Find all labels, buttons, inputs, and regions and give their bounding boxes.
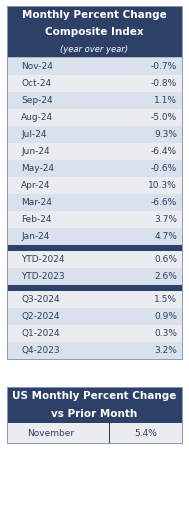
Text: Q2-2024: Q2-2024 (21, 312, 60, 321)
Bar (7, 245, 182, 251)
Text: Q1-2024: Q1-2024 (21, 329, 60, 338)
Text: Q4-2023: Q4-2023 (21, 346, 60, 355)
Bar (7, 285, 182, 291)
Text: Monthly Percent Change: Monthly Percent Change (22, 10, 167, 20)
Text: US Monthly Percent Change: US Monthly Percent Change (12, 391, 177, 401)
Bar (7, 291, 182, 308)
Text: Jan-24: Jan-24 (21, 232, 49, 241)
Text: Composite Index: Composite Index (45, 27, 144, 37)
Text: 3.7%: 3.7% (154, 215, 177, 224)
Text: -0.7%: -0.7% (151, 62, 177, 71)
Bar (7, 268, 182, 285)
Text: Nov-24: Nov-24 (21, 62, 53, 71)
Bar (7, 308, 182, 325)
Text: 3.2%: 3.2% (154, 346, 177, 355)
Text: 9.3%: 9.3% (154, 130, 177, 139)
Text: 0.3%: 0.3% (154, 329, 177, 338)
Bar (7, 342, 182, 359)
Bar (7, 126, 182, 143)
Text: 4.7%: 4.7% (154, 232, 177, 241)
Bar (7, 423, 182, 443)
Text: (year over year): (year over year) (60, 45, 129, 54)
Text: Aug-24: Aug-24 (21, 113, 53, 122)
Bar (7, 57, 182, 58)
Bar (7, 387, 182, 443)
Text: -0.8%: -0.8% (151, 79, 177, 88)
Text: May-24: May-24 (21, 164, 54, 173)
Text: YTD-2023: YTD-2023 (21, 272, 65, 281)
Bar (7, 6, 182, 58)
Bar (7, 387, 182, 423)
Bar (7, 75, 182, 92)
Text: vs Prior Month: vs Prior Month (51, 409, 138, 419)
Text: -6.6%: -6.6% (151, 198, 177, 207)
Text: Feb-24: Feb-24 (21, 215, 51, 224)
Text: 1.1%: 1.1% (154, 96, 177, 105)
Bar (7, 92, 182, 109)
Text: Apr-24: Apr-24 (21, 181, 50, 190)
Text: 0.9%: 0.9% (154, 312, 177, 321)
Bar (7, 143, 182, 160)
Text: Jun-24: Jun-24 (21, 147, 50, 156)
Text: Sep-24: Sep-24 (21, 96, 53, 105)
Text: Jul-24: Jul-24 (21, 130, 46, 139)
Text: November: November (27, 429, 74, 437)
Bar (7, 109, 182, 126)
Text: -6.4%: -6.4% (151, 147, 177, 156)
Text: 0.6%: 0.6% (154, 255, 177, 264)
Bar (7, 325, 182, 342)
Text: Mar-24: Mar-24 (21, 198, 52, 207)
Text: -5.0%: -5.0% (151, 113, 177, 122)
Text: 1.5%: 1.5% (154, 295, 177, 304)
Text: 5.4%: 5.4% (134, 429, 157, 437)
Bar (7, 251, 182, 268)
Text: YTD-2024: YTD-2024 (21, 255, 64, 264)
Bar (7, 177, 182, 194)
Text: -0.6%: -0.6% (151, 164, 177, 173)
Bar (7, 228, 182, 245)
Bar (7, 160, 182, 177)
Text: 10.3%: 10.3% (148, 181, 177, 190)
Bar (7, 194, 182, 211)
Bar (7, 58, 182, 75)
Text: Oct-24: Oct-24 (21, 79, 51, 88)
Text: 2.6%: 2.6% (154, 272, 177, 281)
Bar (7, 6, 182, 359)
Bar (7, 211, 182, 228)
Bar (108, 423, 110, 443)
Text: Q3-2024: Q3-2024 (21, 295, 60, 304)
